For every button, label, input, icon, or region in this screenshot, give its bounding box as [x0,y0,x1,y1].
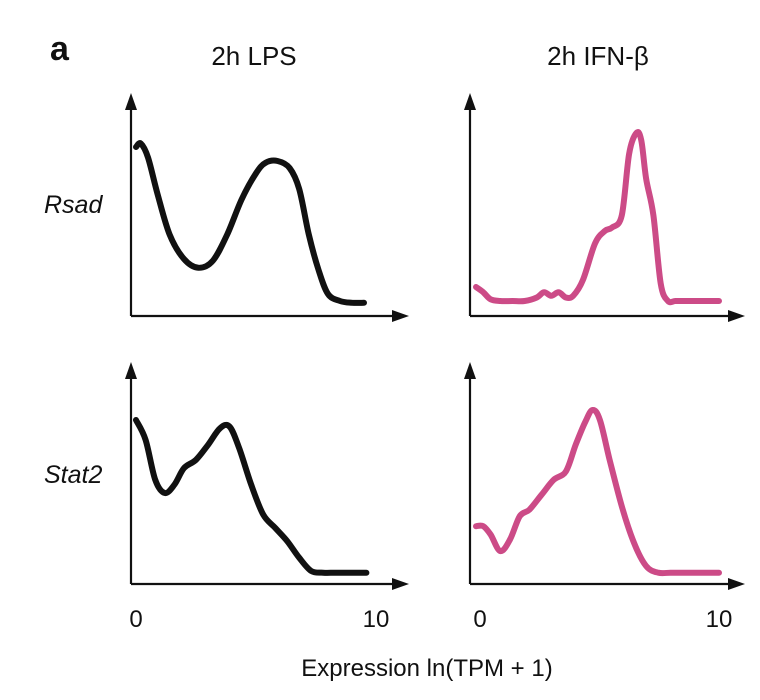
panel-rsad-lps [125,93,409,322]
density-curve-rsad-lps [133,140,367,306]
x-axis-arrow-rsad-ifn [728,310,745,322]
density-curve-stat2-lps [133,417,370,576]
y-axis-arrow-stat2-ifn [464,362,476,379]
y-axis-arrow-rsad-ifn [464,93,476,110]
panel-stat2-ifn [464,362,745,590]
chart-panels [125,93,745,590]
x-tick-label-ifn-max: 10 [706,606,733,633]
column-title-ifn: 2h IFN-β [547,41,649,71]
column-title-lps: 2h LPS [211,41,296,71]
x-axis-arrow-stat2-lps [392,578,409,590]
x-axis-arrow-rsad-lps [392,310,409,322]
x-tick-label-lps-min: 0 [129,606,142,633]
y-axis-arrow-rsad-lps [125,93,137,110]
y-axis-arrow-stat2-lps [125,362,137,379]
x-axis-label: Expression ln(TPM + 1) [301,655,552,682]
panel-rsad-ifn [464,93,745,322]
row-label-stat2: Stat2 [44,461,102,489]
x-axis-arrow-stat2-ifn [728,578,745,590]
row-label-rsad: Rsad [44,191,103,219]
panel-stat2-lps [125,362,409,590]
x-tick-label-lps-max: 10 [363,606,390,633]
density-curve-stat2-ifn [473,406,722,577]
panel-letter: a [50,30,70,68]
density-curve-rsad-ifn [473,129,722,306]
x-tick-label-ifn-min: 0 [473,606,486,633]
